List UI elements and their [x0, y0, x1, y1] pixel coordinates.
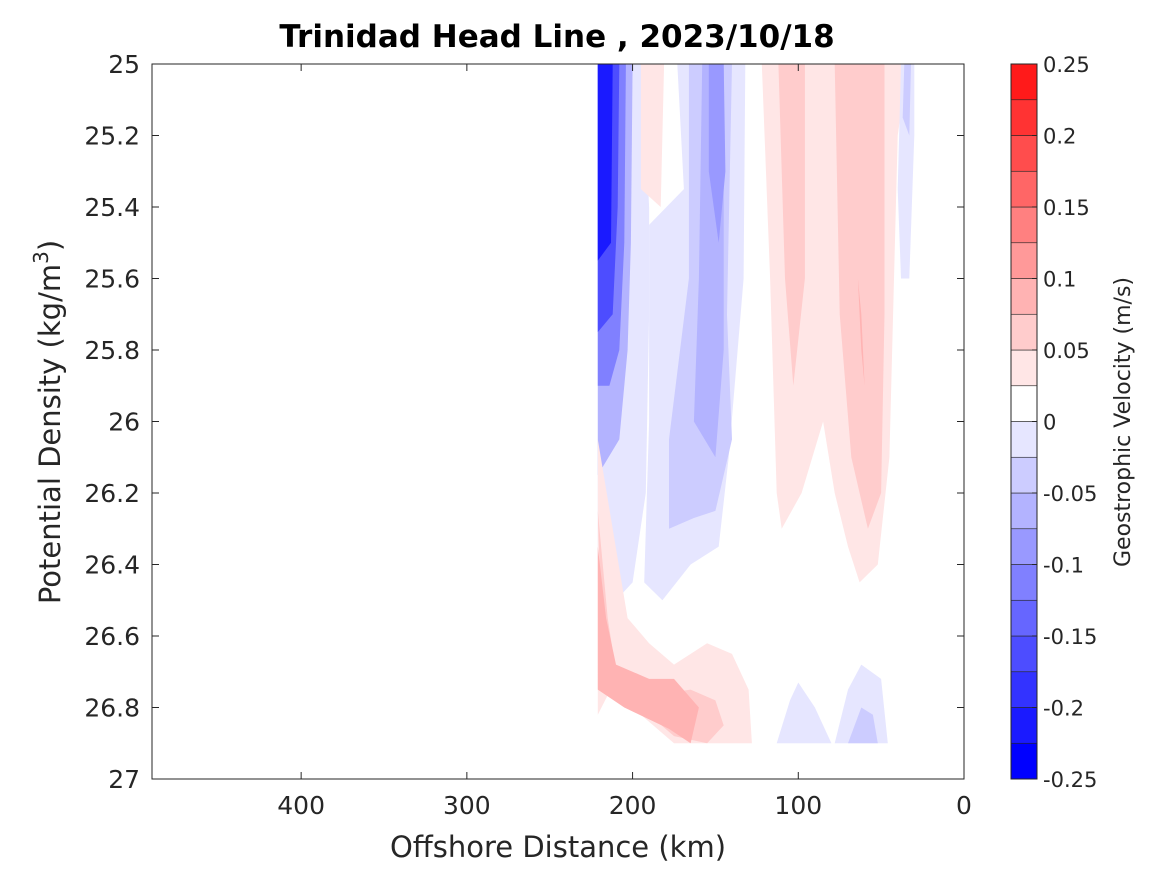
colorbar-band [1010, 492, 1038, 530]
colorbar-band [1010, 421, 1038, 458]
colorbar [1010, 63, 1038, 780]
colorbar-tick-label: -0.1 [1043, 554, 1084, 578]
y-axis-label-text: Potential Density (kg/m [33, 264, 67, 604]
colorbar-tick-label: 0.2 [1043, 125, 1076, 149]
y-tick-label: 26.4 [84, 551, 140, 580]
contour-nearshore-blue-top [902, 64, 911, 136]
contour-layer [597, 64, 915, 744]
colorbar-band [1010, 63, 1038, 101]
y-tick-label: 25 [108, 50, 140, 79]
x-tick-label: 300 [443, 791, 491, 820]
x-tick-label: 400 [277, 791, 325, 820]
contour-coastal-jet-core-3 [597, 64, 613, 261]
colorbar-ticks: 0.25 0.2 0.15 0.1 0.05 0 -0.05 -0.1 -0.15 -0.2 -0.… [1032, 53, 1097, 792]
contour-mid-pink-strip [640, 64, 665, 207]
contour-shelf-pink-core [857, 278, 865, 386]
contour-deep-blue-outer-b [834, 664, 888, 744]
colorbar-band [1010, 135, 1038, 172]
colorbar-band [1010, 456, 1038, 494]
y-tick-label: 26.6 [84, 622, 140, 651]
y-axis-label-close: ) [33, 240, 67, 251]
contour-deep-pink-outer [597, 439, 752, 744]
y-tick-label: 26.2 [84, 479, 140, 508]
colorbar-band [1010, 385, 1038, 422]
colorbar-band [1010, 349, 1038, 387]
colorbar-tick-label: -0.05 [1043, 482, 1097, 506]
colorbar-band [1010, 528, 1038, 565]
x-tick-label: 200 [609, 791, 657, 820]
y-tick-label: 25.6 [84, 265, 140, 294]
colorbar-tick-label: -0.15 [1043, 625, 1097, 649]
chart-title: Trinidad Head Line , 2023/10/18 [279, 19, 834, 55]
colorbar-band [1010, 313, 1038, 351]
colorbar-tick-label: 0.15 [1043, 196, 1090, 220]
y-axis-label: Potential Density (kg/m3) [29, 240, 67, 604]
colorbar-band [1010, 742, 1038, 780]
colorbar-label: Geostrophic Velocity (m/s) [1111, 277, 1136, 567]
y-tick-label: 25.8 [84, 336, 140, 365]
x-axis: 400 300 200 100 0 [277, 64, 972, 820]
colorbar-band [1010, 242, 1038, 279]
colorbar-band [1010, 707, 1038, 744]
colorbar-band [1010, 99, 1038, 136]
y-tick-label: 25.2 [84, 122, 140, 151]
colorbar-band [1010, 278, 1038, 315]
y-tick-label: 25.4 [84, 193, 140, 222]
contour-deep-blue-outer-a [776, 682, 832, 744]
colorbar-tick-label: 0.1 [1043, 268, 1076, 292]
x-axis-label: Offshore Distance (km) [390, 830, 726, 864]
colorbar-band [1010, 671, 1038, 708]
colorbar-band [1010, 170, 1038, 208]
y-tick-label: 26 [108, 408, 140, 437]
y-tick-label: 26.8 [84, 694, 140, 723]
x-tick-label: 0 [956, 791, 972, 820]
contour-shelf-pink-inner-a [778, 64, 805, 386]
plot-area [151, 63, 965, 780]
colorbar-band [1010, 206, 1038, 244]
x-tick-label: 100 [774, 791, 822, 820]
colorbar-tick-label: 0.05 [1043, 339, 1090, 363]
contour-deep-blue-inner-b [848, 707, 878, 744]
y-axis: 25 25.2 25.4 25.6 25.8 26 26.2 26.4 26.6 26.8 27 [84, 50, 964, 794]
colorbar-band [1010, 635, 1038, 673]
y-tick-label: 27 [108, 765, 140, 794]
colorbar-tick-label: -0.25 [1043, 768, 1097, 792]
colorbar-band [1010, 564, 1038, 601]
contour-offshore-blue-core [708, 64, 726, 243]
colorbar-tick-label: 0 [1043, 411, 1056, 435]
contour-deep-pink-core [597, 546, 699, 744]
colorbar-band [1010, 599, 1038, 637]
y-axis-label-superscript: 3 [29, 251, 53, 264]
contour-nearshore-blue-strip [897, 64, 915, 279]
colorbar-tick-label: 0.25 [1043, 53, 1090, 77]
colorbar-tick-label: -0.2 [1043, 697, 1084, 721]
